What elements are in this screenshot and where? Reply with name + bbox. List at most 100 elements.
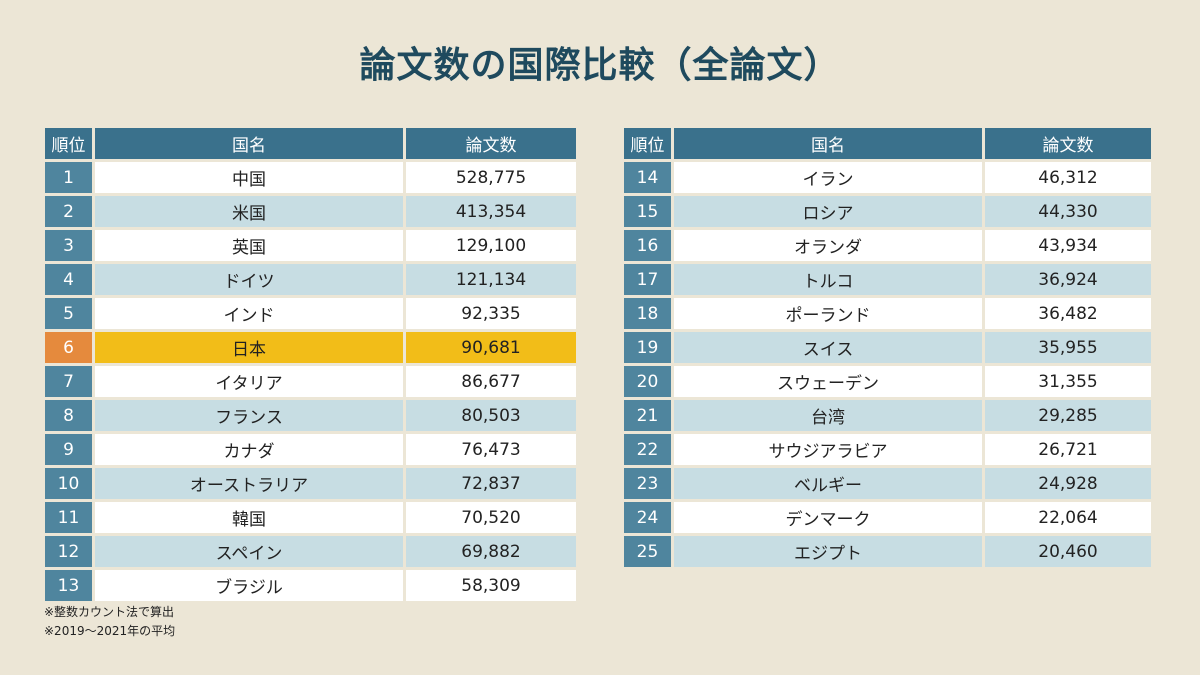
table-row: 15 ロシア 44,330 (624, 196, 1151, 227)
count-cell: 528,775 (406, 162, 576, 193)
count-cell: 36,482 (985, 298, 1151, 329)
count-cell: 22,064 (985, 502, 1151, 533)
country-cell: 英国 (95, 230, 403, 261)
country-cell: 日本 (95, 332, 403, 363)
table-row: 10 オーストラリア 72,837 (45, 468, 576, 499)
country-cell: 中国 (95, 162, 403, 193)
table-row: 17 トルコ 36,924 (624, 264, 1151, 295)
country-cell: イラン (674, 162, 982, 193)
table-row: 3 英国 129,100 (45, 230, 576, 261)
country-cell: ロシア (674, 196, 982, 227)
table-row: 13 ブラジル 58,309 (45, 570, 576, 601)
country-cell: 韓国 (95, 502, 403, 533)
count-cell: 80,503 (406, 400, 576, 431)
country-cell: 台湾 (674, 400, 982, 431)
table-row: 8 フランス 80,503 (45, 400, 576, 431)
table-row: 25 エジプト 20,460 (624, 536, 1151, 567)
header-rank: 順位 (624, 128, 671, 159)
header-country: 国名 (674, 128, 982, 159)
count-cell: 44,330 (985, 196, 1151, 227)
table-row: 19 スイス 35,955 (624, 332, 1151, 363)
table-row: 1 中国 528,775 (45, 162, 576, 193)
country-cell: インド (95, 298, 403, 329)
table-row: 2 米国 413,354 (45, 196, 576, 227)
table-row: 20 スウェーデン 31,355 (624, 366, 1151, 397)
rank-cell: 10 (45, 468, 92, 499)
rank-cell: 25 (624, 536, 671, 567)
country-cell: カナダ (95, 434, 403, 465)
rank-cell: 9 (45, 434, 92, 465)
count-cell: 58,309 (406, 570, 576, 601)
count-cell: 413,354 (406, 196, 576, 227)
page-title: 論文数の国際比較（全論文） (359, 45, 841, 86)
count-cell: 29,285 (985, 400, 1151, 431)
country-cell: フランス (95, 400, 403, 431)
rank-cell: 22 (624, 434, 671, 465)
count-cell: 36,924 (985, 264, 1151, 295)
table-row: 14 イラン 46,312 (624, 162, 1151, 193)
rank-cell: 16 (624, 230, 671, 261)
table-row: 7 イタリア 86,677 (45, 366, 576, 397)
rank-cell: 1 (45, 162, 92, 193)
rank-cell: 13 (45, 570, 92, 601)
rank-cell: 21 (624, 400, 671, 431)
table-row: 21 台湾 29,285 (624, 400, 1151, 431)
table-row: 22 サウジアラビア 26,721 (624, 434, 1151, 465)
header-count: 論文数 (985, 128, 1151, 159)
rank-cell: 17 (624, 264, 671, 295)
country-cell: エジプト (674, 536, 982, 567)
rank-cell: 18 (624, 298, 671, 329)
rank-cell: 14 (624, 162, 671, 193)
table-row: 5 インド 92,335 (45, 298, 576, 329)
count-cell: 43,934 (985, 230, 1151, 261)
rank-cell: 19 (624, 332, 671, 363)
table-header-row: 順位 国名 論文数 (624, 128, 1151, 159)
count-cell: 70,520 (406, 502, 576, 533)
rank-cell: 8 (45, 400, 92, 431)
ranking-table-left: 順位 国名 論文数 1 中国 528,775 2 米国 413,354 3 英国 129,100… (42, 125, 579, 604)
count-cell: 31,355 (985, 366, 1151, 397)
country-cell: オランダ (674, 230, 982, 261)
rank-cell: 7 (45, 366, 92, 397)
country-cell: ベルギー (674, 468, 982, 499)
country-cell: ドイツ (95, 264, 403, 295)
country-cell: ポーランド (674, 298, 982, 329)
count-cell: 72,837 (406, 468, 576, 499)
count-cell: 46,312 (985, 162, 1151, 193)
table-row: 24 デンマーク 22,064 (624, 502, 1151, 533)
count-cell: 121,134 (406, 264, 576, 295)
count-cell: 24,928 (985, 468, 1151, 499)
rank-cell: 2 (45, 196, 92, 227)
header-rank: 順位 (45, 128, 92, 159)
rank-cell: 12 (45, 536, 92, 567)
rank-cell: 24 (624, 502, 671, 533)
country-cell: デンマーク (674, 502, 982, 533)
count-cell: 86,677 (406, 366, 576, 397)
count-cell: 129,100 (406, 230, 576, 261)
country-cell: スウェーデン (674, 366, 982, 397)
country-cell: オーストラリア (95, 468, 403, 499)
country-cell: 米国 (95, 196, 403, 227)
count-cell: 90,681 (406, 332, 576, 363)
country-cell: スイス (674, 332, 982, 363)
table-row: 4 ドイツ 121,134 (45, 264, 576, 295)
table-row: 6 日本 90,681 (45, 332, 576, 363)
header-count: 論文数 (406, 128, 576, 159)
table-row: 9 カナダ 76,473 (45, 434, 576, 465)
table-row: 16 オランダ 43,934 (624, 230, 1151, 261)
rank-cell: 4 (45, 264, 92, 295)
table-row: 11 韓国 70,520 (45, 502, 576, 533)
table-header-row: 順位 国名 論文数 (45, 128, 576, 159)
header-country: 国名 (95, 128, 403, 159)
rank-cell: 15 (624, 196, 671, 227)
footnote-method: ※整数カウント法で算出 (44, 605, 175, 619)
country-cell: サウジアラビア (674, 434, 982, 465)
ranking-table-right: 順位 国名 論文数 14 イラン 46,312 15 ロシア 44,330 16 オランダ 43… (621, 125, 1154, 570)
count-cell: 76,473 (406, 434, 576, 465)
rank-cell: 11 (45, 502, 92, 533)
country-cell: ブラジル (95, 570, 403, 601)
rank-cell: 6 (45, 332, 92, 363)
rank-cell: 5 (45, 298, 92, 329)
count-cell: 35,955 (985, 332, 1151, 363)
count-cell: 69,882 (406, 536, 576, 567)
